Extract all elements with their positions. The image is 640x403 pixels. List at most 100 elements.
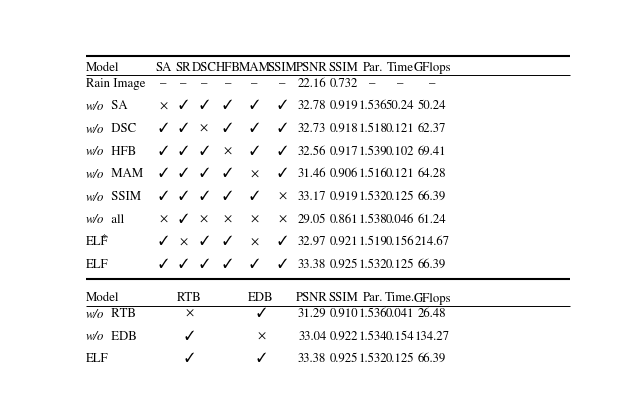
Text: –: – — [160, 78, 166, 89]
Text: SR: SR — [175, 62, 191, 74]
Text: –: – — [397, 78, 403, 89]
Text: ×: × — [278, 214, 287, 226]
Text: 0.921: 0.921 — [330, 237, 358, 248]
Text: 1.534: 1.534 — [358, 331, 387, 343]
Text: ✓: ✓ — [179, 214, 188, 226]
Text: ✓: ✓ — [199, 191, 209, 203]
Text: ✓: ✓ — [256, 308, 266, 320]
Text: ELF: ELF — [86, 237, 109, 248]
Text: ✓: ✓ — [223, 168, 232, 180]
Text: ✓: ✓ — [223, 100, 232, 112]
Text: 32.73: 32.73 — [298, 123, 326, 135]
Text: 0.121: 0.121 — [385, 123, 414, 135]
Text: 1.532: 1.532 — [358, 259, 387, 271]
Text: ×: × — [200, 214, 208, 226]
Text: SSIM: SSIM — [329, 293, 359, 304]
Text: 0.156: 0.156 — [386, 237, 414, 248]
Text: 0.125: 0.125 — [386, 191, 414, 203]
Text: Model: Model — [86, 293, 120, 304]
Text: PSNR: PSNR — [296, 293, 328, 304]
Text: all: all — [108, 214, 124, 226]
Text: ✓: ✓ — [250, 146, 259, 158]
Text: ✓: ✓ — [278, 123, 287, 135]
Text: ✓: ✓ — [159, 123, 168, 135]
Text: ×: × — [200, 123, 208, 135]
Text: ✓: ✓ — [199, 146, 209, 158]
Text: ✓: ✓ — [250, 100, 259, 112]
Text: DSC: DSC — [108, 123, 136, 135]
Text: 0.922: 0.922 — [330, 331, 358, 343]
Text: HFB: HFB — [215, 62, 240, 74]
Text: 0.154: 0.154 — [386, 331, 414, 343]
Text: ✓: ✓ — [278, 100, 287, 112]
Text: ✓: ✓ — [256, 353, 266, 365]
Text: ✓: ✓ — [199, 100, 209, 112]
Text: PSNR: PSNR — [296, 62, 328, 74]
Text: ✓: ✓ — [159, 191, 168, 203]
Text: Par.: Par. — [362, 293, 383, 304]
Text: w/o: w/o — [86, 146, 104, 158]
Text: ✓: ✓ — [250, 191, 259, 203]
Text: –: – — [252, 78, 258, 89]
Text: 1.532: 1.532 — [358, 353, 387, 365]
Text: MAM: MAM — [239, 62, 271, 74]
Text: ✓: ✓ — [159, 237, 168, 248]
Text: 31.29: 31.29 — [298, 308, 326, 320]
Text: 0.925: 0.925 — [330, 259, 358, 271]
Text: ✓: ✓ — [159, 168, 168, 180]
Text: 0.102: 0.102 — [386, 146, 414, 158]
Text: 1.539: 1.539 — [358, 146, 387, 158]
Text: ✓: ✓ — [278, 168, 287, 180]
Text: ✓: ✓ — [199, 168, 209, 180]
Text: HFB: HFB — [108, 146, 136, 158]
Text: ×: × — [224, 146, 232, 158]
Text: 32.97: 32.97 — [298, 237, 326, 248]
Text: 22.16: 22.16 — [298, 78, 326, 89]
Text: w/o: w/o — [86, 191, 104, 204]
Text: –: – — [369, 78, 376, 89]
Text: Time.: Time. — [385, 293, 415, 304]
Text: w/o: w/o — [86, 308, 104, 321]
Text: 1.538: 1.538 — [358, 214, 387, 226]
Text: Rain Image: Rain Image — [86, 78, 145, 90]
Text: ✓: ✓ — [278, 259, 287, 271]
Text: 31.46: 31.46 — [298, 168, 326, 180]
Text: 0.125: 0.125 — [386, 259, 414, 271]
Text: RTB: RTB — [108, 308, 136, 320]
Text: GFlops: GFlops — [413, 293, 451, 305]
Text: ✓: ✓ — [179, 168, 188, 180]
Text: w/o: w/o — [86, 168, 104, 181]
Text: 66.39: 66.39 — [418, 353, 446, 365]
Text: ✓: ✓ — [250, 259, 259, 271]
Text: ✓: ✓ — [223, 123, 232, 135]
Text: ✓: ✓ — [199, 237, 209, 248]
Text: 66.39: 66.39 — [418, 191, 446, 203]
Text: ✓: ✓ — [278, 237, 287, 248]
Text: 1.519: 1.519 — [358, 237, 387, 248]
Text: 33.38: 33.38 — [298, 353, 326, 365]
Text: ✓: ✓ — [250, 123, 259, 135]
Text: ✓: ✓ — [179, 191, 188, 203]
Text: SSIM: SSIM — [329, 62, 359, 74]
Text: 32.56: 32.56 — [298, 146, 326, 158]
Text: ×: × — [159, 214, 168, 226]
Text: 0.121: 0.121 — [385, 168, 414, 180]
Text: ×: × — [185, 308, 193, 320]
Text: ×: × — [257, 331, 265, 343]
Text: 0.046: 0.046 — [386, 214, 414, 226]
Text: 134.27: 134.27 — [415, 331, 450, 343]
Text: 0.861: 0.861 — [330, 214, 358, 226]
Text: ✓: ✓ — [278, 146, 287, 158]
Text: ×: × — [250, 214, 259, 226]
Text: –: – — [429, 78, 435, 89]
Text: –: – — [279, 78, 285, 89]
Text: SSIM: SSIM — [268, 62, 298, 74]
Text: ✓: ✓ — [179, 146, 188, 158]
Text: 62.37: 62.37 — [418, 123, 446, 135]
Text: ✓: ✓ — [184, 331, 194, 343]
Text: –: – — [180, 78, 186, 89]
Text: SA: SA — [155, 62, 172, 74]
Text: 0.919: 0.919 — [330, 100, 358, 112]
Text: ✓: ✓ — [159, 259, 168, 271]
Text: ×: × — [250, 237, 259, 248]
